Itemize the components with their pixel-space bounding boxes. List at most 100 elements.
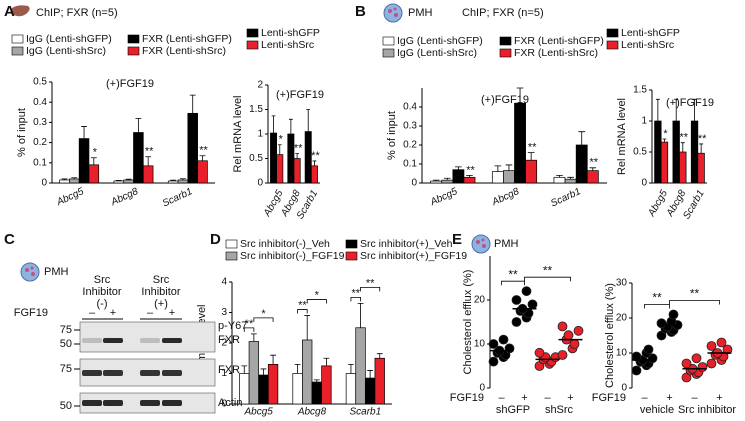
- significance-label: **: [351, 287, 360, 299]
- y-tick-label: 4: [221, 277, 227, 288]
- error-bar: [680, 142, 685, 152]
- error-bar: [61, 178, 68, 180]
- bar: [514, 102, 526, 184]
- error-bar: [455, 166, 462, 170]
- data-point: [488, 339, 499, 349]
- data-point: [573, 325, 584, 336]
- significance-label: **: [366, 277, 375, 289]
- bar: [69, 178, 80, 184]
- data-point: [681, 358, 692, 369]
- error-bar: [294, 363, 301, 374]
- legend-swatch: [606, 40, 619, 50]
- band: [140, 400, 160, 406]
- error-bar: [260, 368, 267, 376]
- significance-bracket: [350, 296, 361, 302]
- data-point: [706, 341, 717, 351]
- error-bar: [306, 109, 311, 132]
- y-tick-label: 0.5: [33, 77, 47, 88]
- significance-bracket: [501, 280, 525, 286]
- x-tick-label: +: [666, 392, 672, 404]
- chart-title: (+)FGF19: [666, 97, 714, 109]
- bar: [293, 158, 301, 184]
- x-tick-label: Abcg5: [428, 186, 460, 209]
- bar: [355, 327, 366, 405]
- legend-swatch: [499, 48, 512, 58]
- y-tick-label: 2: [257, 80, 263, 91]
- error-bar: [115, 179, 122, 181]
- bar: [586, 170, 599, 184]
- significance-label: **: [698, 133, 707, 145]
- data-point: [521, 286, 532, 297]
- error-bar: [527, 152, 535, 161]
- band-label: FXR: [218, 334, 240, 346]
- legend-swatch: [11, 34, 24, 44]
- y-tick-label: 20: [474, 295, 486, 306]
- group-label: Inhibitor: [141, 286, 180, 298]
- y-axis-label: % of input: [386, 111, 398, 160]
- error-bar: [199, 155, 206, 161]
- significance-label: **: [508, 267, 518, 281]
- band: [140, 370, 160, 376]
- y-axis-label: Rel mRNA level: [232, 95, 244, 172]
- data-point: [504, 343, 515, 354]
- data-point: [706, 358, 717, 369]
- bar: [248, 341, 260, 405]
- legend-swatch: [246, 28, 259, 38]
- error-bar: [304, 315, 311, 340]
- legend-swatch: [11, 46, 24, 56]
- cell-icon: [20, 262, 40, 282]
- bar: [564, 178, 577, 184]
- legend-swatch: [225, 251, 238, 261]
- error-bar: [145, 156, 152, 166]
- error-bar: [655, 98, 660, 121]
- data-point: [569, 339, 580, 349]
- error-bar: [578, 131, 586, 145]
- group-label: Src inhibitor: [678, 404, 736, 416]
- error-bar: [443, 177, 451, 181]
- data-point: [563, 330, 574, 341]
- bar: [575, 144, 588, 184]
- error-bar: [289, 118, 293, 134]
- band-label: FXR: [218, 364, 240, 376]
- error-bar: [270, 354, 276, 365]
- lane-label: –: [147, 307, 154, 319]
- bar: [679, 151, 687, 184]
- bar: [452, 169, 465, 184]
- x-tick-label: –: [544, 392, 551, 404]
- bar: [345, 373, 357, 405]
- y-tick-label: 0.5: [249, 153, 263, 164]
- band: [162, 338, 182, 343]
- bar: [491, 171, 504, 184]
- bar: [697, 152, 705, 184]
- significance-label: **: [298, 299, 307, 311]
- x-tick-label: +: [521, 392, 527, 404]
- band: [162, 400, 182, 406]
- y-tick-label: 0: [221, 399, 227, 410]
- x-tick-label: Abcg8: [297, 407, 327, 418]
- bar: [276, 154, 284, 184]
- cell-label: PMH: [44, 266, 69, 278]
- significance-label: **: [543, 263, 553, 277]
- y-tick-label: 10: [616, 348, 628, 359]
- x-axis-label: FGF19: [450, 392, 484, 404]
- significance-bracket: [524, 276, 571, 282]
- legend-label: Lenti-shSrc: [261, 39, 314, 51]
- error-bar: [135, 117, 142, 133]
- data-point: [643, 344, 654, 355]
- data-point: [716, 337, 727, 348]
- panel-label: C: [4, 231, 15, 248]
- bar: [142, 165, 154, 184]
- bar: [660, 141, 669, 184]
- significance-bracket: [360, 286, 381, 292]
- bar: [177, 179, 189, 184]
- x-tick-label: Scarb1: [349, 407, 381, 418]
- bar: [258, 374, 269, 405]
- group-label: vehicle: [640, 404, 674, 416]
- y-tick-label: 20: [616, 313, 628, 324]
- error-bar: [71, 177, 78, 179]
- x-tick-label: +: [716, 392, 722, 404]
- error-bar: [367, 370, 374, 379]
- y-tick-label: 0.5: [633, 147, 647, 158]
- significance-label: **: [690, 287, 700, 301]
- bar: [654, 120, 662, 184]
